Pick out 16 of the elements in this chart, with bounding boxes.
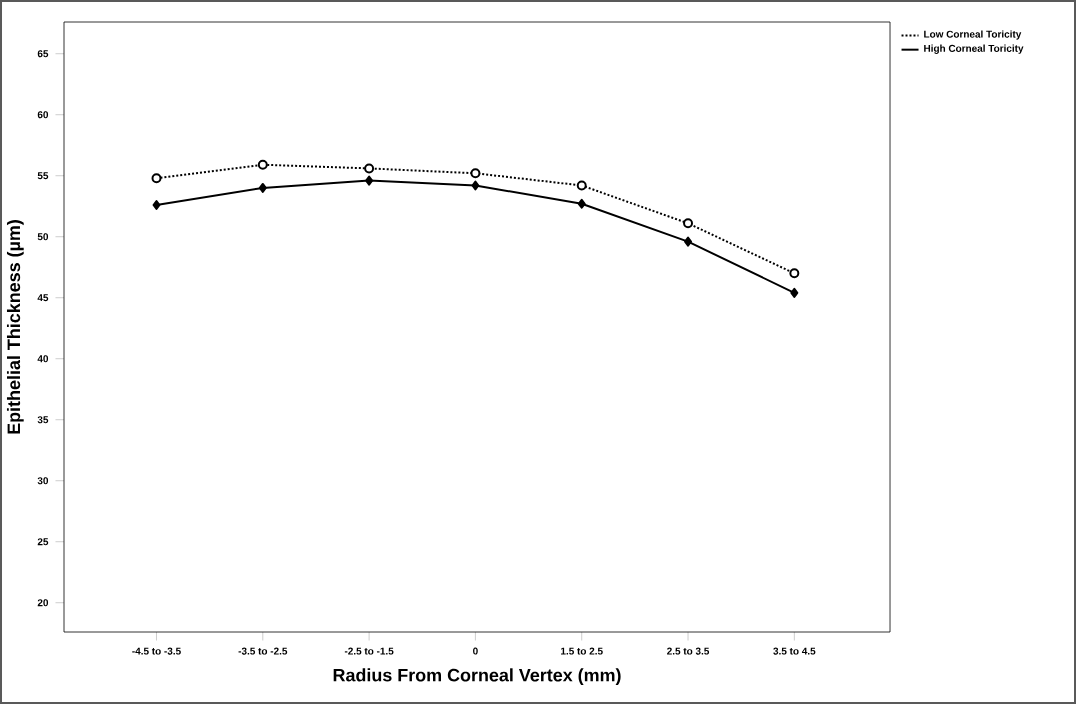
point: [364, 163, 375, 174]
point: [152, 200, 161, 210]
x-axis-title: Radius From Corneal Vertex (mm): [333, 668, 621, 685]
point: [470, 168, 481, 179]
point: [471, 180, 480, 191]
point: [257, 159, 268, 170]
point: [790, 287, 799, 298]
y-axis-title: Epithelial Thickness (µm): [6, 220, 24, 434]
point: [365, 175, 374, 186]
point: [258, 182, 267, 193]
point: [577, 198, 586, 209]
point: [151, 173, 162, 184]
point: [576, 180, 587, 191]
point: [683, 218, 694, 229]
point: [789, 268, 800, 279]
point: [684, 236, 693, 247]
